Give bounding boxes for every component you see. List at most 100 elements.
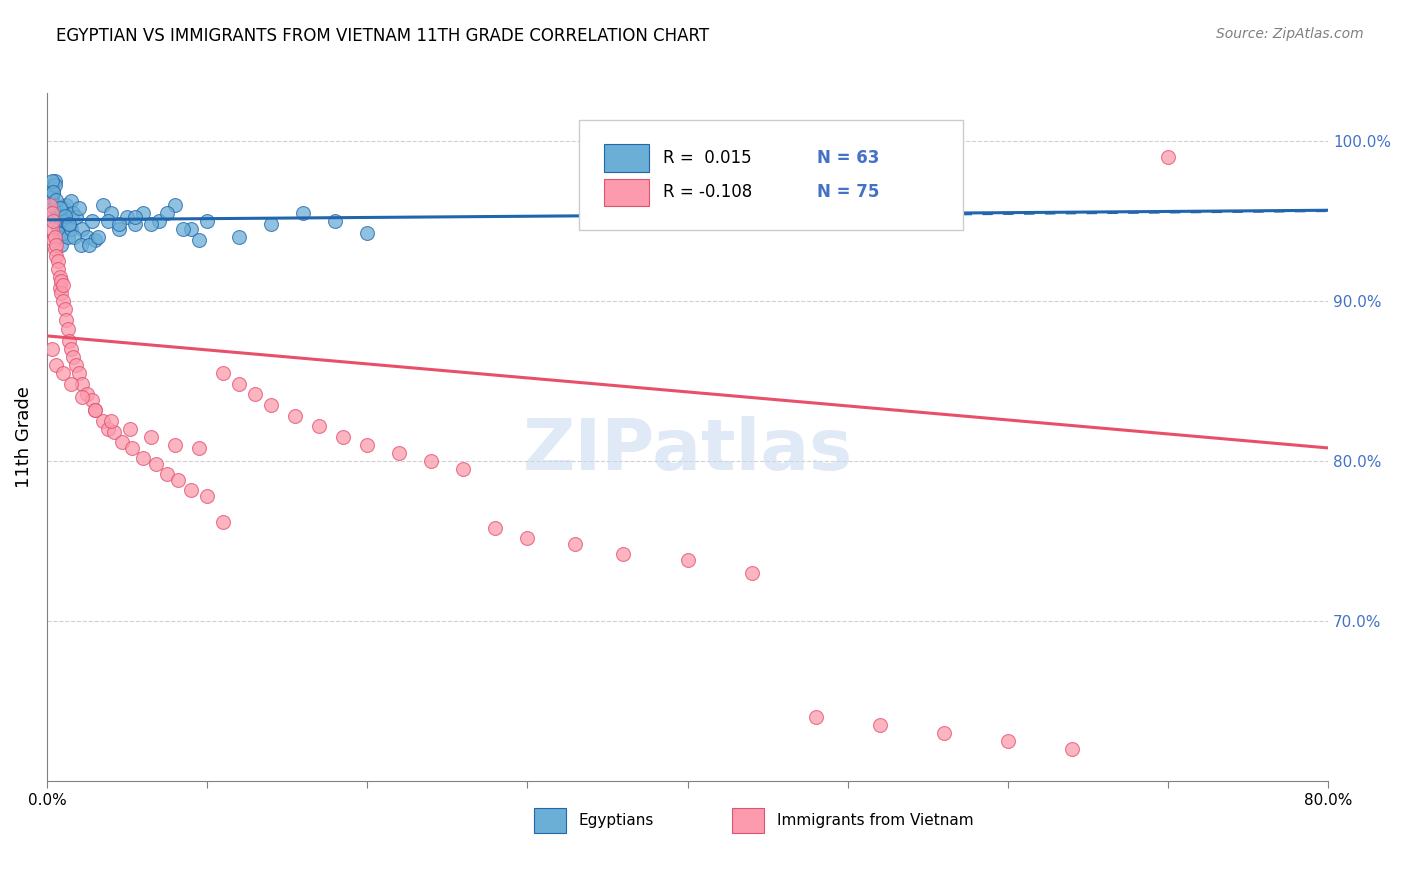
- Point: [188, 233, 211, 247]
- Point: [46, 221, 69, 235]
- Point: [58, 217, 80, 231]
- Point: [44, 197, 66, 211]
- Point: [56, 229, 79, 244]
- Point: [323, 213, 346, 227]
- Point: [132, 450, 155, 465]
- Point: [103, 425, 125, 439]
- Point: [46, 205, 69, 219]
- Point: [997, 734, 1019, 748]
- Point: [260, 398, 283, 412]
- Bar: [605, 145, 650, 172]
- Point: [195, 489, 218, 503]
- Point: [80, 392, 103, 407]
- Point: [243, 386, 266, 401]
- Point: [564, 537, 586, 551]
- Point: [63, 229, 86, 244]
- Point: [76, 229, 98, 244]
- Point: [41, 174, 63, 188]
- Point: [228, 229, 250, 244]
- Point: [84, 402, 107, 417]
- Point: [139, 430, 162, 444]
- Point: [91, 414, 114, 428]
- Point: [44, 174, 66, 188]
- Point: [41, 342, 63, 356]
- Bar: [534, 808, 565, 832]
- Point: [41, 205, 63, 219]
- Point: [41, 189, 63, 203]
- Point: [42, 213, 65, 227]
- Point: [228, 376, 250, 391]
- Point: [55, 197, 77, 211]
- Point: [45, 358, 67, 372]
- Bar: [733, 808, 765, 832]
- Point: [45, 213, 67, 227]
- Point: [44, 243, 66, 257]
- Point: [45, 249, 67, 263]
- Point: [139, 217, 162, 231]
- Point: [53, 301, 76, 316]
- Point: [388, 446, 411, 460]
- Point: [51, 285, 73, 300]
- Point: [108, 217, 131, 231]
- Point: [58, 334, 80, 348]
- Point: [62, 205, 84, 219]
- Point: [59, 376, 82, 391]
- Point: [356, 227, 378, 241]
- Point: [284, 409, 307, 423]
- Point: [741, 566, 763, 580]
- Point: [48, 229, 70, 244]
- Point: [100, 205, 122, 219]
- Point: [111, 434, 134, 449]
- Point: [51, 217, 73, 231]
- Point: [52, 201, 75, 215]
- Point: [51, 237, 73, 252]
- Point: [51, 275, 73, 289]
- Point: [44, 229, 66, 244]
- Point: [62, 350, 84, 364]
- Point: [91, 197, 114, 211]
- Point: [84, 402, 107, 417]
- Point: [59, 342, 82, 356]
- Point: [41, 181, 63, 195]
- Point: [53, 213, 76, 227]
- Point: [121, 441, 143, 455]
- Point: [124, 211, 146, 225]
- Point: [87, 229, 110, 244]
- Point: [39, 197, 62, 211]
- Point: [163, 438, 186, 452]
- Point: [42, 185, 65, 199]
- Point: [156, 205, 179, 219]
- Point: [70, 376, 93, 391]
- Point: [69, 237, 91, 252]
- Point: [212, 515, 235, 529]
- Point: [46, 261, 69, 276]
- Point: [80, 213, 103, 227]
- Point: [97, 213, 120, 227]
- Point: [804, 710, 827, 724]
- Text: Immigrants from Vietnam: Immigrants from Vietnam: [778, 813, 974, 828]
- Point: [156, 467, 179, 481]
- Point: [420, 454, 443, 468]
- Point: [676, 553, 699, 567]
- Point: [76, 386, 98, 401]
- Point: [869, 718, 891, 732]
- Point: [84, 233, 107, 247]
- Point: [115, 211, 138, 225]
- Point: [42, 205, 65, 219]
- Point: [195, 213, 218, 227]
- Text: Source: ZipAtlas.com: Source: ZipAtlas.com: [1216, 27, 1364, 41]
- Point: [145, 457, 167, 471]
- Point: [59, 194, 82, 209]
- Text: R = -0.108: R = -0.108: [664, 184, 752, 202]
- FancyBboxPatch shape: [579, 120, 963, 230]
- Text: EGYPTIAN VS IMMIGRANTS FROM VIETNAM 11TH GRADE CORRELATION CHART: EGYPTIAN VS IMMIGRANTS FROM VIETNAM 11TH…: [56, 27, 710, 45]
- Y-axis label: 11th Grade: 11th Grade: [15, 386, 32, 488]
- Point: [42, 233, 65, 247]
- Point: [188, 441, 211, 455]
- Point: [70, 221, 93, 235]
- Point: [65, 358, 87, 372]
- Point: [48, 201, 70, 215]
- Point: [932, 726, 955, 740]
- Point: [453, 462, 475, 476]
- Point: [48, 211, 70, 225]
